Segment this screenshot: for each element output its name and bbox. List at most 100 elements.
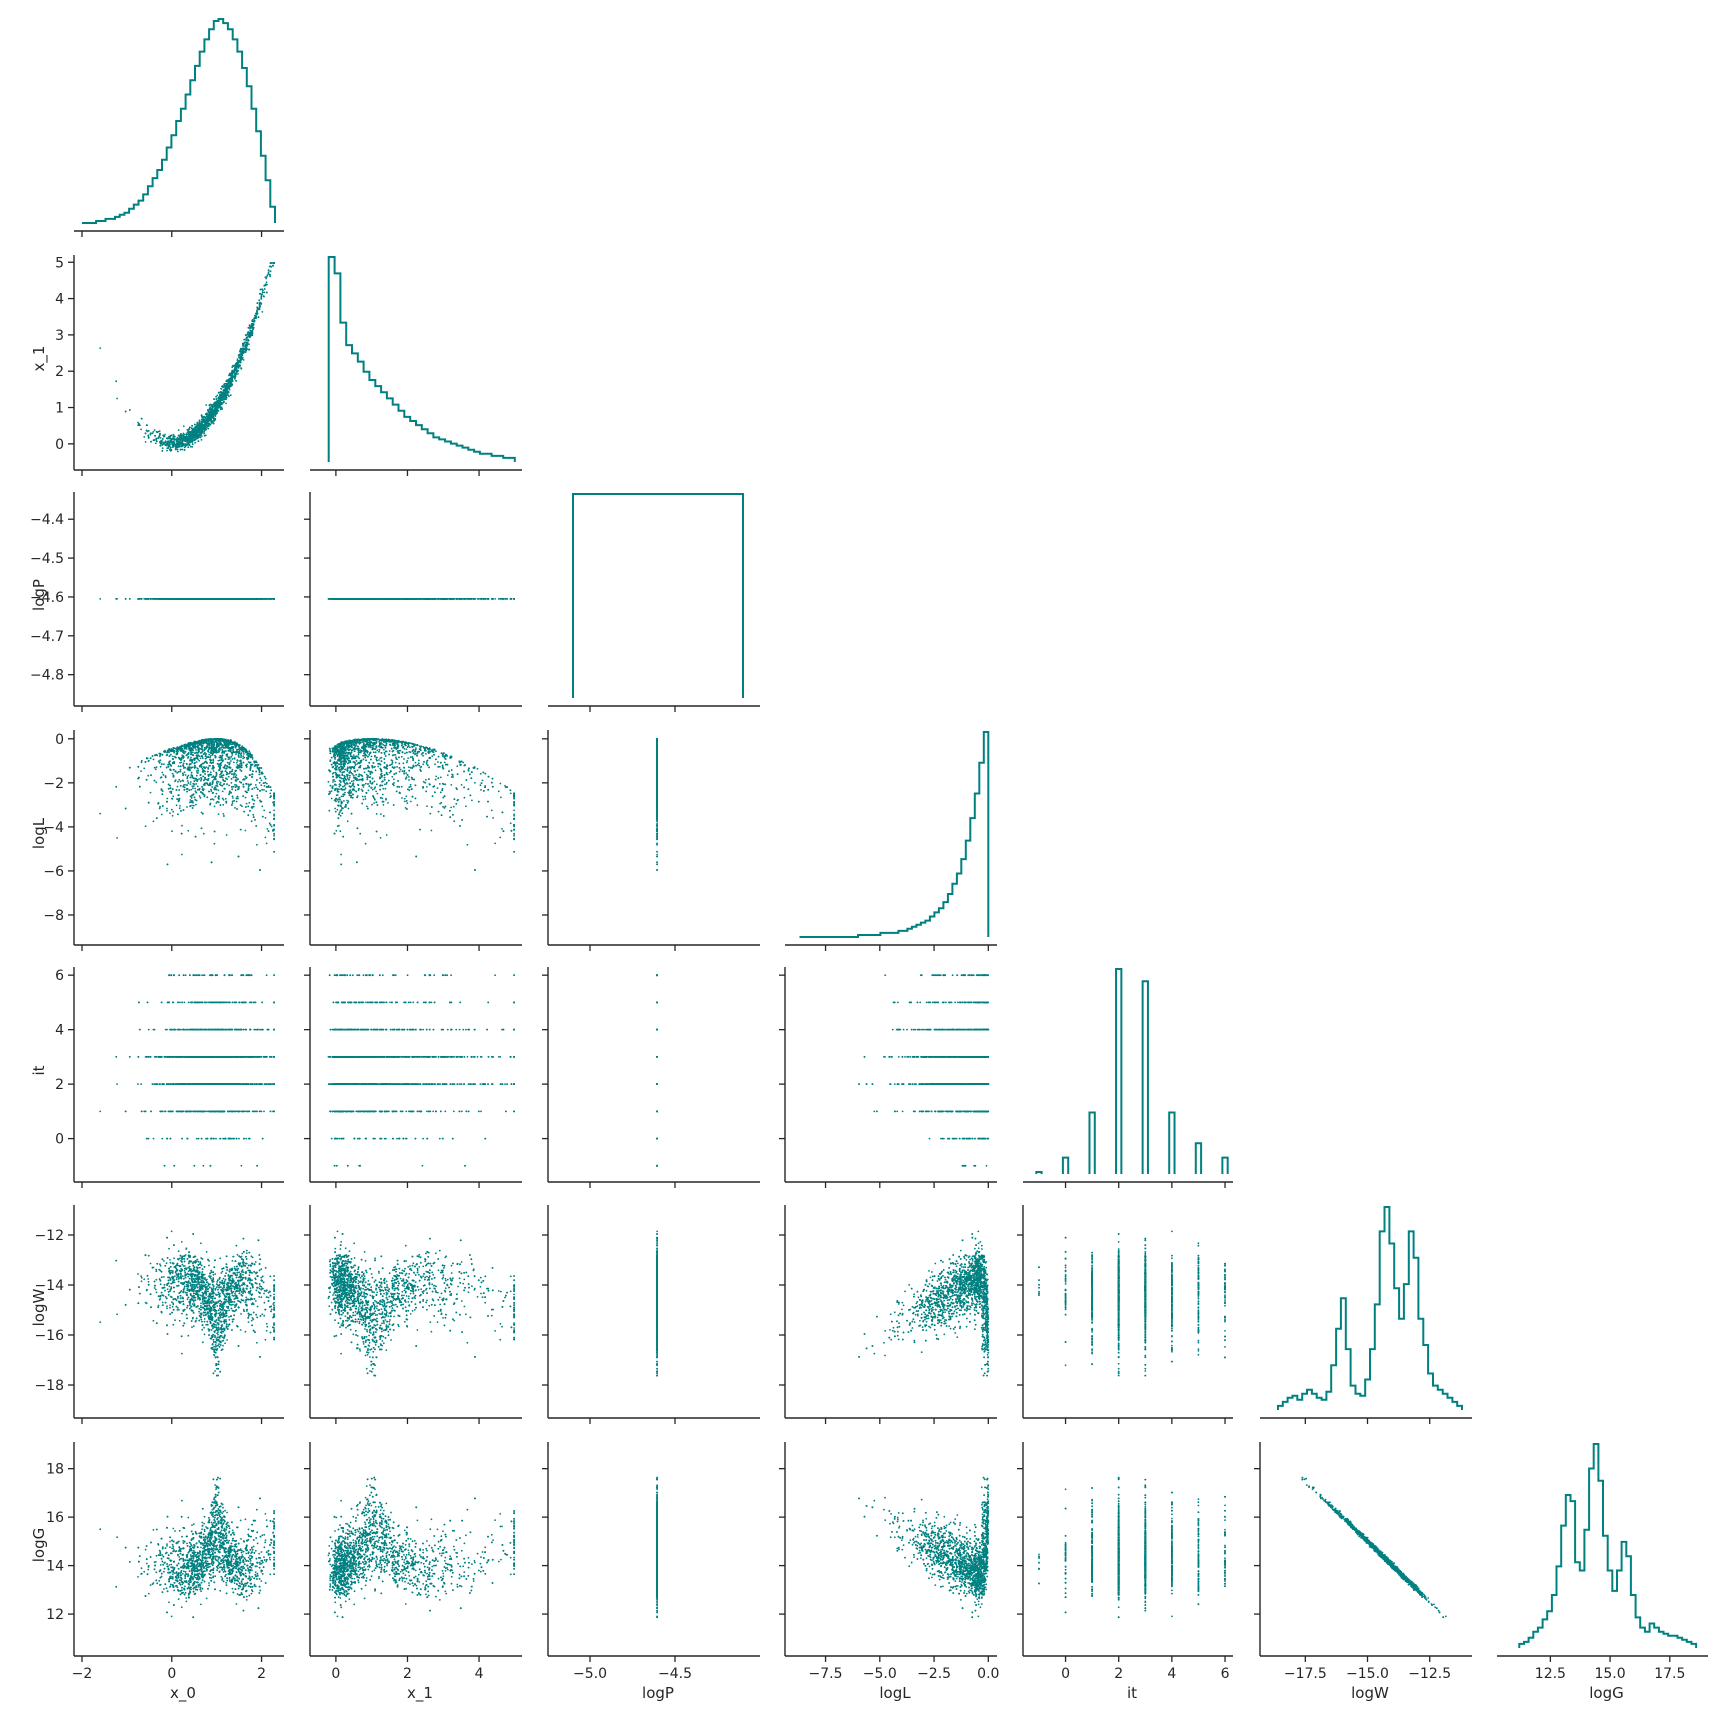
scatter-point [225,403,227,405]
scatter-point [179,446,181,448]
scatter-point [143,436,145,438]
scatter-point [260,303,262,305]
scatter-point [222,392,224,394]
scatter-point [254,315,256,317]
scatter-point [230,394,232,396]
scatter-point [231,372,233,374]
scatter-point [231,384,233,386]
scatter-point [177,451,179,453]
scatter-point [153,431,155,433]
scatter-point [116,398,118,400]
scatter-point [228,375,230,377]
scatter-point [212,422,214,424]
scatter-point [164,444,166,446]
scatter-point [243,350,245,352]
scatter-point [206,422,208,424]
scatter-point [266,281,268,283]
scatter-point [238,355,240,357]
scatter-point [194,439,196,441]
scatter-point [199,420,201,422]
scatter-point [150,441,152,443]
scatter-point [233,375,235,377]
scatter-point [249,325,251,327]
scatter-point [221,386,223,388]
scatter-point [248,331,250,333]
scatter-point [245,351,247,353]
scatter-point [178,435,180,437]
scatter-point [235,380,237,382]
scatter-point [178,429,180,431]
scatter-point [187,441,189,443]
scatter-point [183,425,185,427]
scatter-point [248,327,250,329]
scatter-point [201,439,203,441]
scatter-point [173,435,175,437]
scatter-point [246,337,248,339]
scatter-point [258,299,260,301]
scatter-point [216,398,218,400]
scatter-point [184,447,186,449]
scatter-point [197,425,199,427]
scatter-point [226,389,228,391]
scatter-point [240,367,242,369]
scatter-point [150,432,152,434]
scatter-point [164,435,166,437]
scatter-point [236,369,238,371]
scatter-point [261,311,263,313]
scatter-point [220,401,222,403]
scatter-point [240,358,242,360]
scatter-point [256,312,258,314]
scatter-point [250,335,252,337]
scatter-point [246,339,248,341]
scatter-point [160,437,162,439]
scatter-x_0-vs-x_1 [99,262,275,452]
scatter-point [258,307,260,309]
scatter-point [175,447,177,449]
scatter-point [166,450,168,452]
scatter-point [259,293,261,295]
scatter-point [203,431,205,433]
scatter-point [270,262,272,264]
scatter-point [269,266,271,268]
scatter-point [145,441,147,443]
scatter-point [192,443,194,445]
scatter-point [155,442,157,444]
scatter-point [260,289,262,291]
scatter-point [228,386,230,388]
scatter-point [264,288,266,290]
scatter-point [182,449,184,451]
scatter-point [190,434,192,436]
scatter-point [191,446,193,448]
scatter-point [266,276,268,278]
scatter-point [238,367,240,369]
scatter-point [242,348,244,350]
scatter-point [141,418,143,420]
scatter-point [221,403,223,405]
scatter-point [215,410,217,412]
scatter-point [255,317,257,319]
scatter-point [223,401,225,403]
scatter-point [168,442,170,444]
scatter-point [99,347,101,349]
scatter-point [164,442,166,444]
scatter-point [207,410,209,412]
scatter-point [266,274,268,276]
scatter-point [152,432,154,434]
scatter-point [264,292,266,294]
scatter-point [253,327,255,329]
scatter-point [237,373,239,375]
scatter-point [221,408,223,410]
scatter-point [270,270,272,272]
scatter-point [156,440,158,442]
scatter-point [257,308,259,310]
scatter-point [189,442,191,444]
scatter-point [209,408,211,410]
scatter-point [148,437,150,439]
scatter-point [224,391,226,393]
scatter-point [162,438,164,440]
scatter-point [205,404,207,406]
scatter-point [198,440,200,442]
scatter-point [177,447,179,449]
scatter-point [210,415,212,417]
scatter-point [215,396,217,398]
